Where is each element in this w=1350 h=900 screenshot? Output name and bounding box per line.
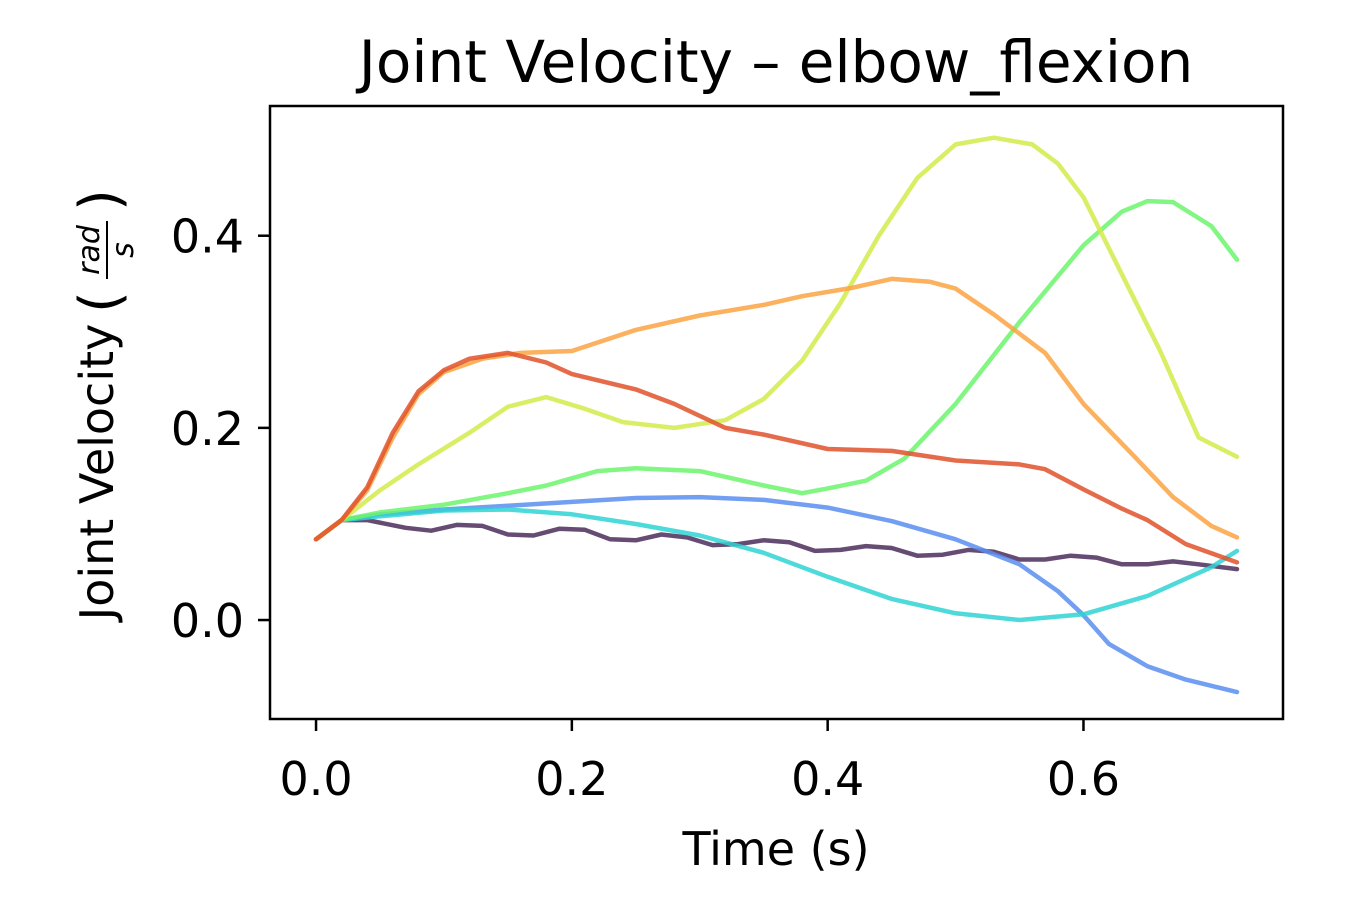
series-line-dark-purple	[313, 517, 1240, 572]
y-axis-ticks: 0.0 0.2 0.4	[171, 210, 270, 648]
x-tick-label: 0.2	[535, 752, 608, 806]
x-tick-label: 0.6	[1047, 752, 1120, 806]
series-line-yellow-green	[313, 135, 1240, 542]
plot-frame	[268, 104, 1285, 721]
x-tick-label: 0.0	[279, 752, 352, 806]
y-unit-open-paren: (	[68, 291, 133, 313]
series-line-cyan	[313, 507, 1240, 623]
y-unit-numerator: rad	[72, 224, 107, 275]
x-axis-label: Time (s)	[681, 822, 869, 876]
series-line-red-orange	[313, 350, 1240, 565]
y-tick-label: 0.2	[171, 402, 244, 456]
y-tick-label: 0.0	[171, 594, 244, 648]
y-axis-label-group: Joint Velocity ( rad s )	[68, 189, 141, 623]
y-unit-close-paren: )	[68, 189, 133, 211]
x-axis-ticks: 0.0 0.2 0.4 0.6	[279, 719, 1120, 806]
y-axis-label: Joint Velocity	[70, 324, 124, 624]
chart-title: Joint Velocity – elbow_flexion	[356, 28, 1193, 96]
y-unit-denominator: s	[106, 242, 141, 258]
series-line-green	[313, 198, 1240, 542]
y-tick-label: 0.4	[171, 210, 244, 264]
x-tick-label: 0.4	[791, 752, 864, 806]
plot-series	[313, 135, 1240, 695]
